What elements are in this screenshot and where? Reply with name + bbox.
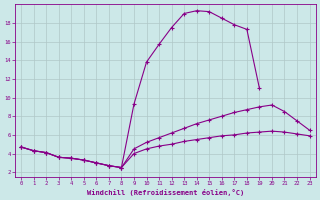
X-axis label: Windchill (Refroidissement éolien,°C): Windchill (Refroidissement éolien,°C) <box>87 189 244 196</box>
